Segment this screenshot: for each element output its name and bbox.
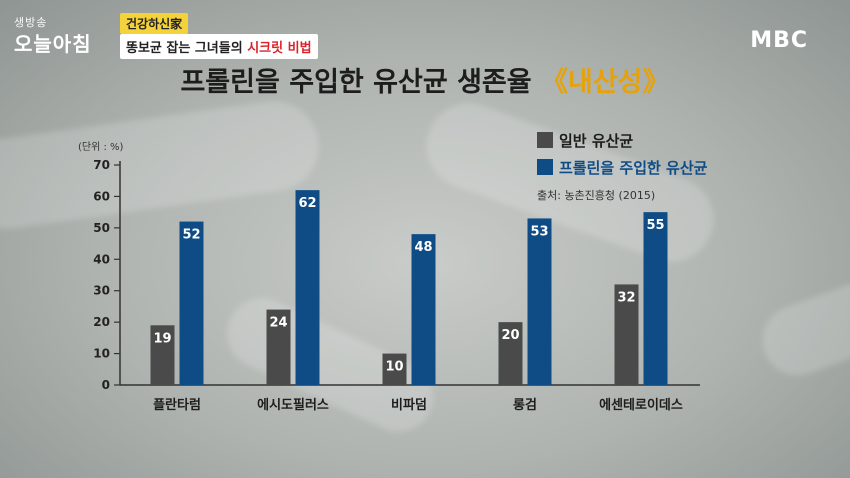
segment-tag: 건강하신家 <box>120 13 189 34</box>
bar-proline <box>295 190 320 385</box>
data-label: 62 <box>298 196 316 211</box>
bar-proline <box>411 234 436 385</box>
x-tick-label: 비파덤 <box>391 398 427 413</box>
y-tick-label: 0 <box>102 378 110 392</box>
chart-title-main: 프롤린을 주입한 유산균 생존율 <box>180 67 532 98</box>
legend-item-normal: 일반 유산균 <box>537 130 633 151</box>
data-label: 53 <box>530 224 548 239</box>
x-tick-label: 플란타럼 <box>153 397 201 413</box>
bar-normal <box>614 284 639 385</box>
data-label: 20 <box>501 328 519 343</box>
bar-normal <box>266 309 291 385</box>
segment-subtitle-main: 똥보균 잡는 그녀들의 <box>126 41 248 56</box>
y-tick-label: 40 <box>93 252 110 266</box>
bar-proline <box>527 218 552 385</box>
legend-swatch-proline <box>537 159 553 175</box>
y-tick-label: 70 <box>93 158 110 172</box>
legend-label-normal: 일반 유산균 <box>559 132 634 150</box>
data-label: 55 <box>646 218 664 233</box>
segment-subtitle-highlight: 시크릿 비법 <box>247 41 312 56</box>
segment-subtitle: 똥보균 잡는 그녀들의 시크릿 비법 <box>120 34 318 59</box>
y-tick-label: 50 <box>93 221 110 235</box>
bar-proline <box>179 221 204 385</box>
y-tick-label: 30 <box>93 284 110 298</box>
unit-label: (단위 : %) <box>78 140 124 153</box>
y-tick-label: 10 <box>93 347 110 361</box>
data-label: 24 <box>269 316 287 331</box>
legend-label-proline: 프롤린을 주입한 유산균 <box>559 159 708 177</box>
chart-title-highlight: 《내산성》 <box>541 67 670 98</box>
x-tick-label: 롱검 <box>513 398 537 413</box>
data-label: 10 <box>385 360 403 375</box>
chart-title: 프롤린을 주입한 유산균 생존율 《내산성》 <box>0 60 850 99</box>
y-tick-label: 20 <box>93 315 110 329</box>
program-logo: 생방송 오늘아침 <box>14 14 92 57</box>
bar-normal <box>150 325 175 385</box>
data-label: 32 <box>617 290 635 305</box>
program-logo-big: 오늘아침 <box>14 32 92 56</box>
x-tick-label: 에센테로이데스 <box>599 397 683 413</box>
data-label: 48 <box>414 240 432 255</box>
chart-source: 출처: 농촌진흥청 (2015) <box>537 189 656 202</box>
data-label: 52 <box>182 228 200 243</box>
channel-logo: MBC <box>750 28 808 53</box>
bar-normal <box>498 322 523 385</box>
bar-normal <box>382 353 407 385</box>
legend-item-proline: 프롤린을 주입한 유산균 <box>537 157 707 178</box>
data-label: 19 <box>153 331 171 346</box>
y-tick-label: 60 <box>93 189 110 203</box>
program-logo-small: 생방송 <box>14 16 48 29</box>
legend-swatch-normal <box>537 132 553 148</box>
bar-proline <box>643 212 668 385</box>
x-tick-label: 에시도필러스 <box>257 397 329 413</box>
